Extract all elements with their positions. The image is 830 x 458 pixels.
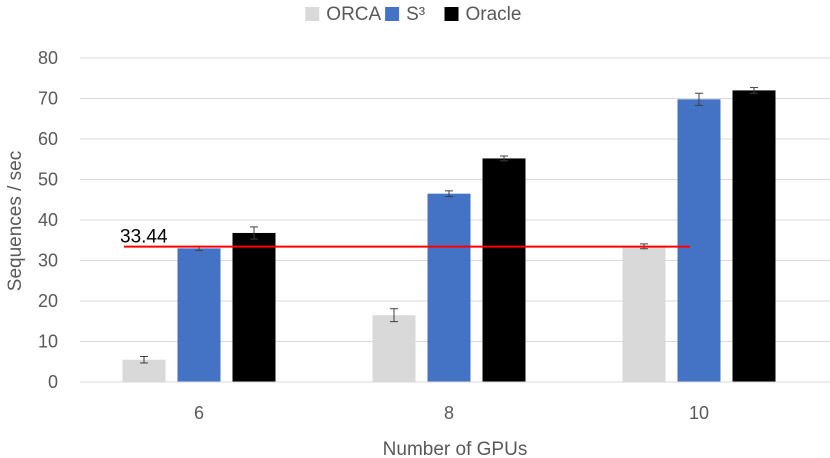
y-tick-label-70: 70: [38, 89, 58, 109]
bar-oracle-10: [732, 90, 776, 383]
y-tick-label-80: 80: [38, 48, 58, 68]
legend-item-oracle: Oracle: [444, 4, 522, 25]
x-tick-label-8: 8: [444, 403, 454, 423]
y-tick-label-30: 30: [38, 251, 58, 271]
axes: 0 10 20 30 40 50 60 70 80 6 8 10: [38, 48, 830, 423]
x-tick-label-6: 6: [194, 403, 204, 423]
legend-swatch-orca: [305, 7, 320, 21]
error-bar-s-8: [445, 190, 453, 198]
y-tick-label-20: 20: [38, 291, 58, 311]
error-bar-orca-6: [140, 355, 148, 364]
y-tick-label-0: 0: [48, 372, 58, 392]
reference-line-label: 33.44: [120, 227, 168, 248]
x-axis-title: Number of GPUs: [383, 439, 528, 458]
error-bar-oracle-6: [250, 226, 258, 240]
legend-label-oracle: Oracle: [466, 4, 522, 25]
bar-s-6: [177, 248, 221, 382]
legend-label-s: S³: [406, 4, 425, 25]
legend-swatch-oracle: [444, 7, 459, 21]
legend-swatch-s: [385, 7, 400, 21]
bar-orca-10: [622, 246, 666, 382]
error-bar-oracle-8: [500, 155, 508, 162]
bars: [122, 90, 776, 383]
bar-orca-6: [122, 359, 166, 382]
y-tick-label-10: 10: [38, 332, 58, 352]
legend: ORCA S³ Oracle: [305, 4, 521, 25]
legend-label-orca: ORCA: [326, 4, 381, 25]
legend-item-s: S³: [385, 4, 425, 25]
annotations: 33.44: [120, 227, 690, 248]
y-axis-title: Sequences / sec: [5, 151, 26, 291]
bar-orca-8: [372, 315, 416, 382]
bar-s-8: [427, 193, 471, 382]
bar-s-10: [677, 99, 721, 382]
y-tick-label-40: 40: [38, 210, 58, 230]
bar-oracle-8: [482, 158, 526, 382]
legend-item-orca: ORCA: [305, 4, 382, 25]
y-tick-label-60: 60: [38, 129, 58, 149]
bar-oracle-6: [232, 232, 276, 382]
error-bar-orca-8: [390, 308, 398, 323]
x-tick-label-10: 10: [689, 403, 709, 423]
error-bar-oracle-10: [750, 87, 758, 94]
error-bar-s-10: [695, 92, 703, 106]
y-tick-label-50: 50: [38, 170, 58, 190]
